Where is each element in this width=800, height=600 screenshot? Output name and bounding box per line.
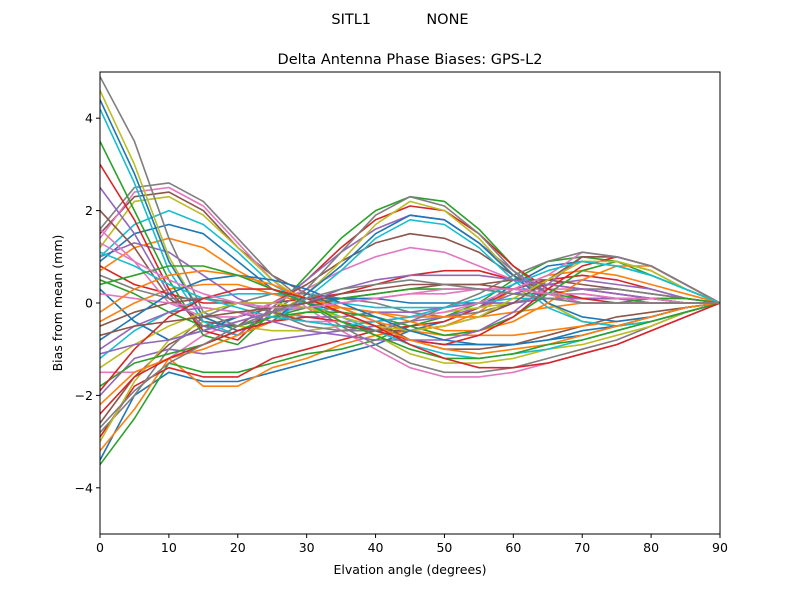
x-tick-label: 0 (96, 540, 104, 555)
y-tick-label: −4 (75, 480, 93, 495)
axis-ticks: 0 10 20 30 40 50 60 70 80 90 −4 −2 0 2 4 (75, 111, 728, 555)
x-tick-label: 90 (712, 540, 728, 555)
y-tick-label: 2 (85, 203, 93, 218)
plot-frame (99, 71, 721, 535)
x-tick-label: 20 (230, 540, 246, 555)
series-line-18 (100, 182, 720, 374)
x-tick-label: 10 (161, 540, 177, 555)
series-line-19 (100, 195, 720, 364)
series-line-45 (100, 274, 720, 355)
x-tick-label: 80 (643, 540, 659, 555)
series-line-47 (100, 242, 720, 309)
figure-suptitle: SITL1 NONE (331, 12, 468, 28)
x-tick-label: 60 (505, 540, 521, 555)
series-line-44 (100, 288, 720, 392)
series-line-43 (100, 265, 720, 360)
x-tick-label: 50 (436, 540, 452, 555)
series-line-42 (100, 269, 720, 355)
chart-title: Delta Antenna Phase Biases: GPS-L2 (278, 52, 543, 68)
series-line-48 (100, 279, 720, 429)
x-tick-label: 40 (368, 540, 384, 555)
y-tick-label: 4 (85, 111, 93, 126)
series-layer (100, 76, 720, 466)
x-tick-label: 30 (299, 540, 315, 555)
y-tick-label: −2 (75, 388, 93, 403)
x-tick-label: 70 (574, 540, 590, 555)
x-axis-label: Elvation angle (degrees) (333, 562, 486, 577)
y-axis-label: Bias from mean (mm) (50, 235, 65, 372)
y-tick-label: 0 (85, 296, 93, 311)
